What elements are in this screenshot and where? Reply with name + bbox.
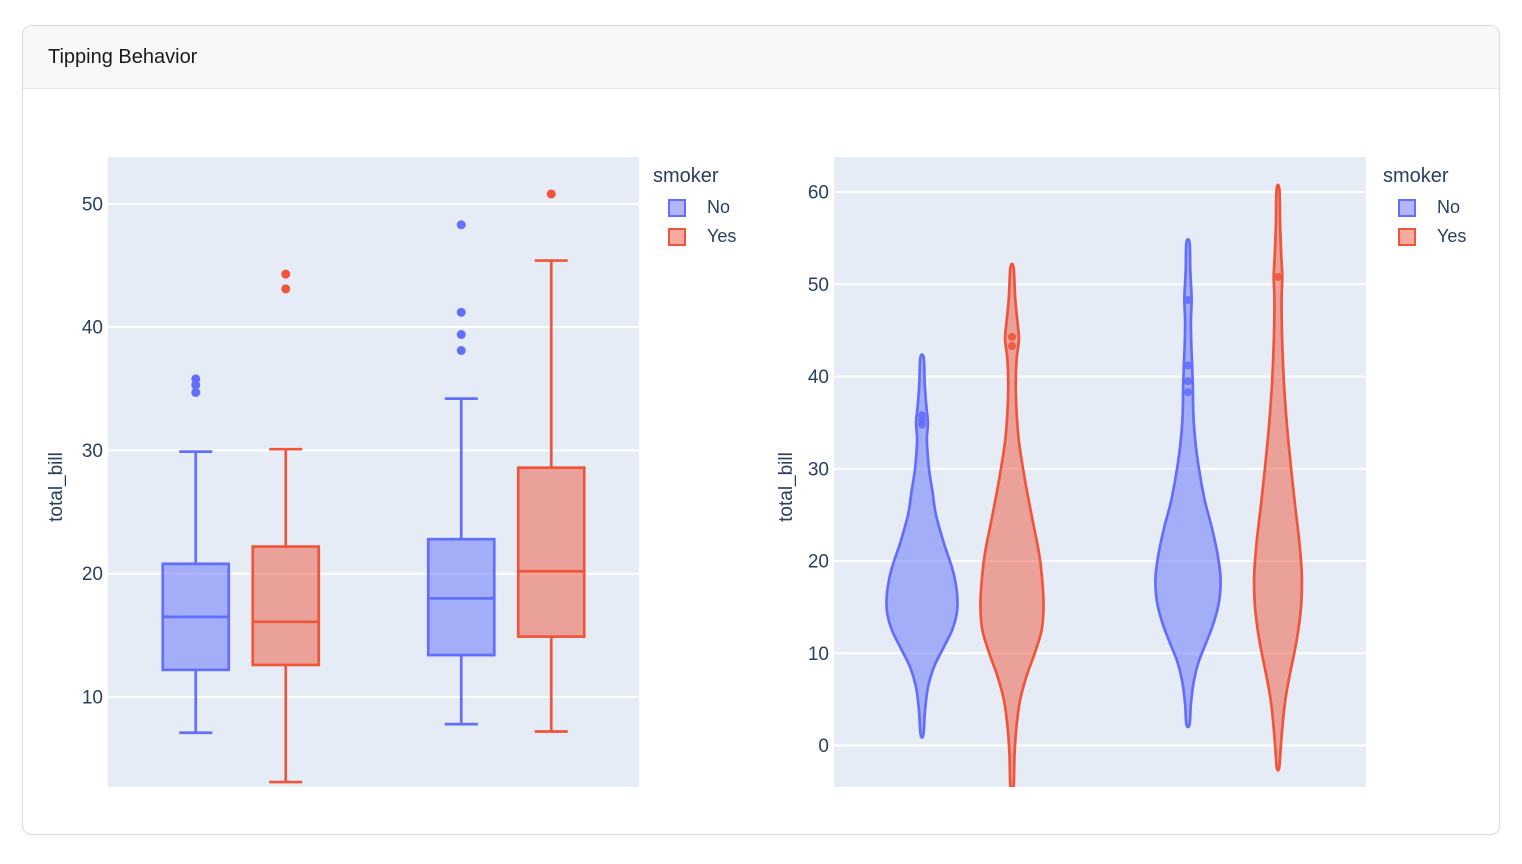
y-tick-label: 0 bbox=[818, 736, 829, 757]
card-title: Tipping Behavior bbox=[48, 45, 198, 68]
legend-swatch-yes-icon bbox=[1398, 227, 1416, 246]
violin-no-point[interactable] bbox=[1184, 377, 1192, 386]
box-no-outlier-point[interactable] bbox=[456, 330, 466, 340]
box-plot-legend: smoker No Yes bbox=[653, 165, 736, 251]
y-tick-label: 10 bbox=[82, 688, 103, 709]
box-no-outlier-point[interactable] bbox=[191, 380, 201, 390]
legend-label-yes: Yes bbox=[707, 226, 737, 246]
box-no-outlier-point[interactable] bbox=[191, 374, 201, 384]
legend-item-yes[interactable]: Yes bbox=[653, 222, 736, 251]
violin-no[interactable] bbox=[885, 353, 959, 739]
box-plot-panel[interactable]: 10 20 30 40 50 bbox=[23, 89, 783, 834]
y-tick-label: 50 bbox=[808, 275, 829, 296]
legend-label-no: No bbox=[1437, 197, 1461, 217]
violin-no-point[interactable] bbox=[1184, 361, 1192, 370]
box-yes[interactable] bbox=[516, 466, 586, 638]
legend-swatch-no-icon bbox=[1398, 198, 1416, 217]
violin-no-point[interactable] bbox=[918, 411, 926, 420]
y-tick-label: 60 bbox=[808, 183, 829, 204]
legend-item-yes[interactable]: Yes bbox=[1383, 222, 1466, 251]
box-no-outlier-point[interactable] bbox=[456, 346, 466, 356]
box-plot-y-axis-title: total_bill bbox=[46, 452, 67, 522]
violin-yes[interactable] bbox=[979, 262, 1045, 790]
violin-no-point[interactable] bbox=[1184, 388, 1192, 397]
legend-item-no[interactable]: No bbox=[1383, 193, 1466, 222]
legend-title: smoker bbox=[653, 165, 719, 187]
y-tick-label: 50 bbox=[82, 194, 103, 215]
legend-title: smoker bbox=[1383, 165, 1449, 187]
box-no-outlier-point[interactable] bbox=[191, 387, 201, 397]
box-yes[interactable] bbox=[251, 545, 321, 667]
card-body: 10 20 30 40 50 0 10 20 30 40 50 60 total_bill tota… bbox=[23, 89, 1499, 834]
y-tick-label: 30 bbox=[808, 459, 829, 480]
y-tick-label: 30 bbox=[82, 441, 103, 462]
box-yes-outlier-point[interactable] bbox=[546, 189, 556, 199]
violin-yes-point[interactable] bbox=[1008, 332, 1016, 341]
violin-yes-point[interactable] bbox=[1008, 342, 1016, 351]
y-tick-label: 40 bbox=[808, 367, 829, 388]
violin-yes-point[interactable] bbox=[1274, 272, 1282, 281]
legend-item-no[interactable]: No bbox=[653, 193, 736, 222]
legend-label-yes: Yes bbox=[1437, 226, 1467, 246]
box-no-outlier-point[interactable] bbox=[456, 307, 466, 317]
legend-swatch-no-icon bbox=[668, 198, 686, 217]
violin-plot-y-axis-title: total_bill bbox=[776, 452, 797, 522]
legend-label-no: No bbox=[707, 197, 731, 217]
y-tick-label: 40 bbox=[82, 318, 103, 339]
card: Tipping Behavior 10 20 30 40 50 0 10 20 30 40 50 6… bbox=[22, 25, 1500, 835]
y-tick-label: 20 bbox=[808, 552, 829, 573]
box-yes-outlier-point[interactable] bbox=[281, 284, 291, 294]
violin-yes[interactable] bbox=[1252, 183, 1304, 772]
card-header: Tipping Behavior bbox=[23, 26, 1499, 89]
violin-no-point[interactable] bbox=[1184, 295, 1192, 304]
y-tick-label: 10 bbox=[808, 644, 829, 665]
violin-no[interactable] bbox=[1154, 238, 1222, 729]
box-no-outlier-point[interactable] bbox=[456, 220, 466, 230]
violin-plot-legend: smoker No Yes bbox=[1383, 165, 1466, 251]
box-yes-outlier-point[interactable] bbox=[281, 269, 291, 279]
legend-swatch-yes-icon bbox=[668, 227, 686, 246]
y-tick-label: 20 bbox=[82, 564, 103, 585]
violin-plot-panel[interactable]: 0 10 20 30 40 50 60 bbox=[783, 89, 1499, 834]
